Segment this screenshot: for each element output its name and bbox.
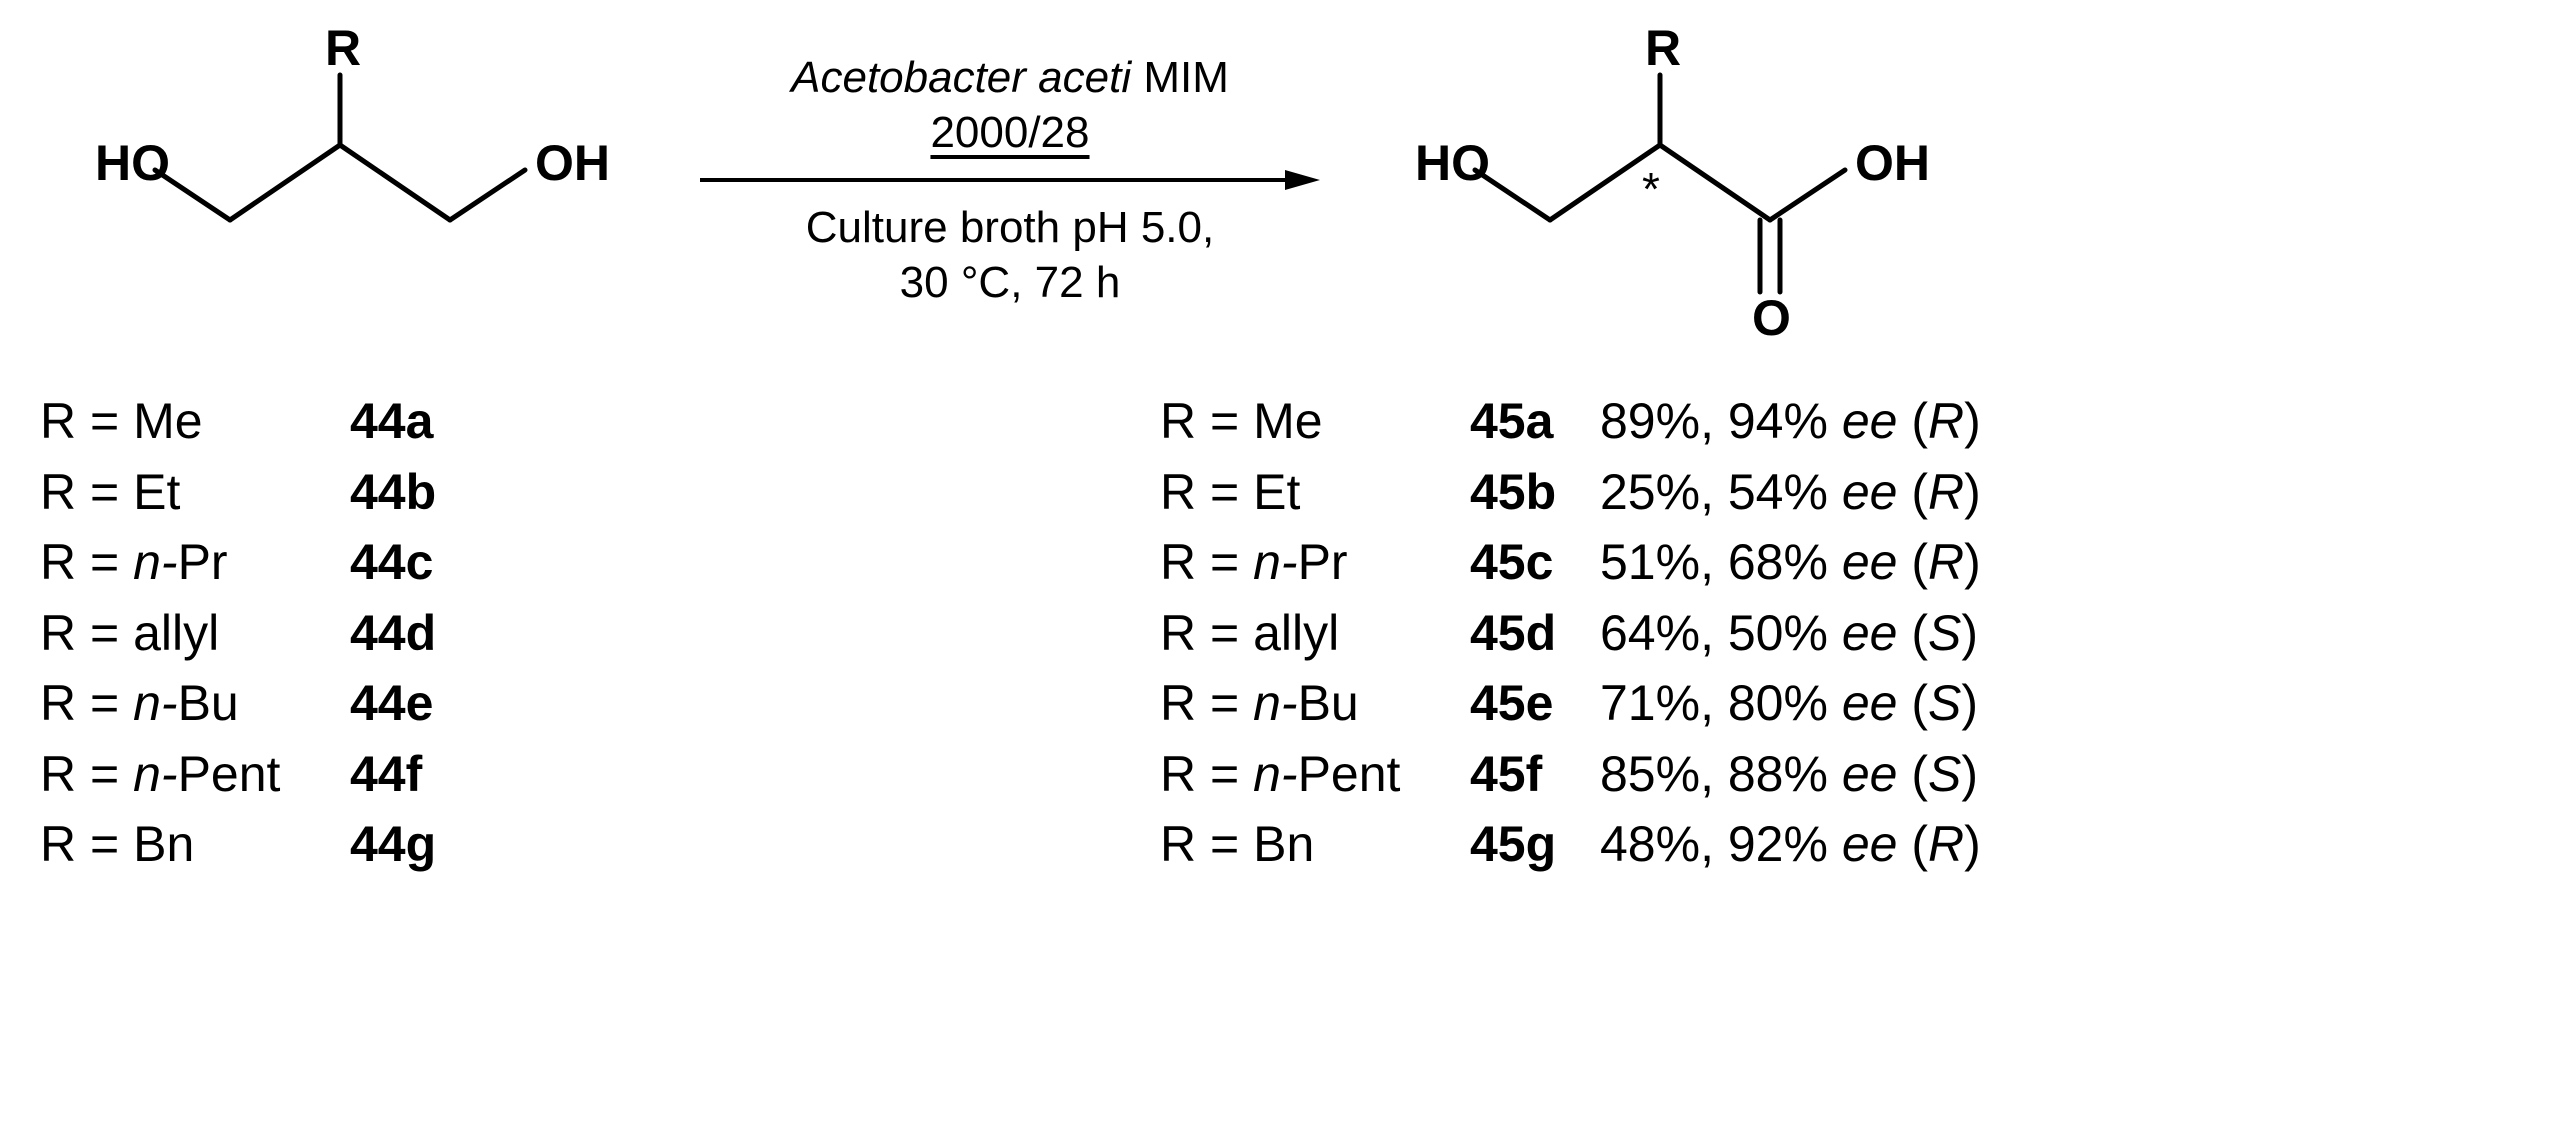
- compound-number: 44d: [350, 607, 480, 660]
- yield-ee-result: 48%, 92% ee (R): [1600, 818, 1981, 871]
- atom-label-o: O: [1752, 290, 1791, 340]
- product-row: R = Et45b25%, 54% ee (R): [1160, 466, 1981, 519]
- compound-number: 45g: [1470, 818, 1600, 871]
- product-row: R = n-Pr45c51%, 68% ee (R): [1160, 536, 1981, 589]
- substrate-row: R = n-Pent44f: [40, 748, 480, 801]
- compound-number: 45b: [1470, 466, 1600, 519]
- yield-ee-result: 64%, 50% ee (S): [1600, 607, 1978, 660]
- atom-label-r: R: [1645, 30, 1681, 76]
- product-row: R = Bn45g48%, 92% ee (R): [1160, 818, 1981, 871]
- compound-number: 44a: [350, 395, 480, 448]
- r-group-label: R = Bn: [1160, 818, 1470, 871]
- compound-number: 45c: [1470, 536, 1600, 589]
- compound-number: 45e: [1470, 677, 1600, 730]
- conditions-line2: 30 °C, 72 h: [900, 258, 1121, 307]
- r-group-label: R = Et: [40, 466, 350, 519]
- substrate-row: R = n-Pr44c: [40, 536, 480, 589]
- product-row: R = Me45a89%, 94% ee (R): [1160, 395, 1981, 448]
- product-row: R = n-Pent45f85%, 88% ee (S): [1160, 748, 1981, 801]
- atom-label-oh: OH: [535, 135, 610, 191]
- data-columns: R = Me44aR = Et44bR = n-Pr44cR = allyl44…: [40, 395, 2522, 871]
- atom-label-ho: HO: [1415, 135, 1490, 191]
- product-structure: HO R OH O *: [1360, 30, 2000, 345]
- substrate-row: R = Bn44g: [40, 818, 480, 871]
- r-group-label: R = n-Pr: [1160, 536, 1470, 589]
- strain-suffix: MIM: [1131, 53, 1229, 102]
- product-row: R = n-Bu45e71%, 80% ee (S): [1160, 677, 1981, 730]
- r-group-label: R = Me: [40, 395, 350, 448]
- substrate-row: R = Et44b: [40, 466, 480, 519]
- compound-number: 44e: [350, 677, 480, 730]
- r-group-label: R = n-Pr: [40, 536, 350, 589]
- substrates-column: R = Me44aR = Et44bR = n-Pr44cR = allyl44…: [40, 395, 480, 871]
- compound-number: 44b: [350, 466, 480, 519]
- atom-label-r: R: [325, 30, 361, 76]
- conditions-line1: Culture broth pH 5.0,: [806, 203, 1214, 252]
- atom-label-ho: HO: [95, 135, 170, 191]
- yield-ee-result: 51%, 68% ee (R): [1600, 536, 1981, 589]
- reaction-arrow: [700, 166, 1320, 194]
- r-group-label: R = n-Bu: [1160, 677, 1470, 730]
- substrate-row: R = Me44a: [40, 395, 480, 448]
- substrate-structure: HO R OH: [40, 30, 660, 325]
- r-group-label: R = allyl: [40, 607, 350, 660]
- reaction-scheme: HO R OH Acetobacter aceti MIM 2000/28 Cu…: [40, 30, 2522, 345]
- compound-number: 45f: [1470, 748, 1600, 801]
- substrate-row: R = allyl44d: [40, 607, 480, 660]
- stereocenter-mark: *: [1642, 163, 1660, 215]
- compound-number: 45d: [1470, 607, 1600, 660]
- yield-ee-result: 89%, 94% ee (R): [1600, 395, 1981, 448]
- arrow-conditions-bottom: Culture broth pH 5.0, 30 °C, 72 h: [806, 200, 1214, 310]
- yield-ee-result: 85%, 88% ee (S): [1600, 748, 1978, 801]
- strain-number: 2000/28: [930, 108, 1089, 157]
- yield-ee-result: 71%, 80% ee (S): [1600, 677, 1978, 730]
- substrate-row: R = n-Bu44e: [40, 677, 480, 730]
- organism-name: Acetobacter aceti: [791, 53, 1131, 102]
- r-group-label: R = n-Pent: [1160, 748, 1470, 801]
- compound-number: 44f: [350, 748, 480, 801]
- product-row: R = allyl45d64%, 50% ee (S): [1160, 607, 1981, 660]
- r-group-label: R = Me: [1160, 395, 1470, 448]
- r-group-label: R = n-Pent: [40, 748, 350, 801]
- products-column: R = Me45a89%, 94% ee (R) R = Et45b25%, 54…: [1160, 395, 1981, 871]
- atom-label-oh: OH: [1855, 135, 1930, 191]
- r-group-label: R = Et: [1160, 466, 1470, 519]
- compound-number: 44c: [350, 536, 480, 589]
- r-group-label: R = n-Bu: [40, 677, 350, 730]
- reaction-arrow-block: Acetobacter aceti MIM 2000/28 Culture br…: [700, 30, 1320, 310]
- arrow-conditions-top: Acetobacter aceti MIM 2000/28: [791, 50, 1229, 160]
- compound-number: 45a: [1470, 395, 1600, 448]
- r-group-label: R = Bn: [40, 818, 350, 871]
- yield-ee-result: 25%, 54% ee (R): [1600, 466, 1981, 519]
- r-group-label: R = allyl: [1160, 607, 1470, 660]
- compound-number: 44g: [350, 818, 480, 871]
